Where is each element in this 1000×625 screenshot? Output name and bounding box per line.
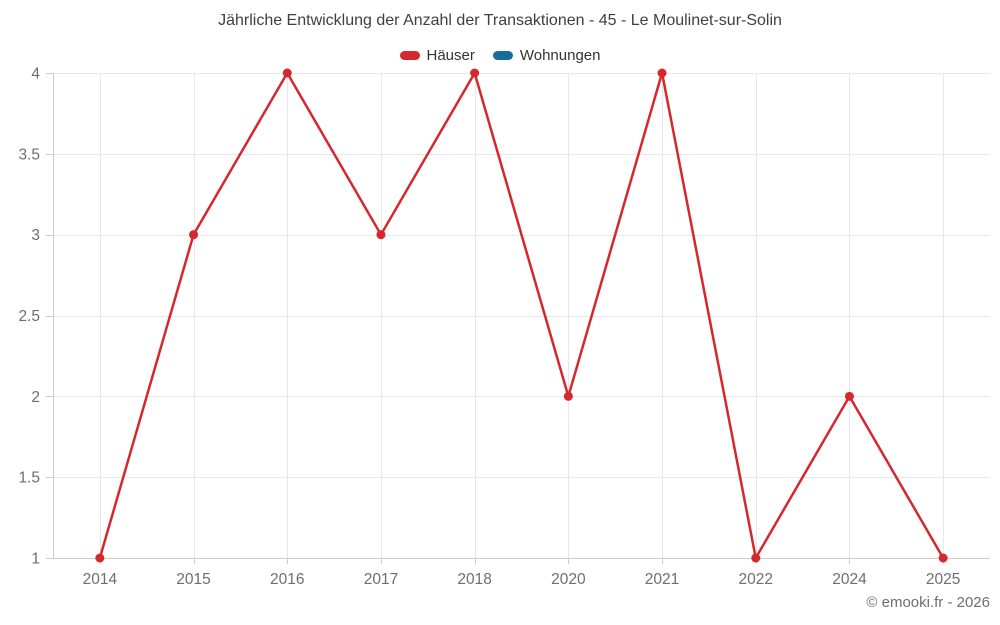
data-point-marker[interactable] [470,68,480,78]
data-point-marker[interactable] [282,68,292,78]
copyright: © emooki.fr - 2026 [866,594,990,611]
x-tick-label: 2018 [457,571,491,588]
legend-item-haeuser[interactable]: Häuser [399,47,475,64]
data-point-marker[interactable] [95,553,105,563]
data-point-marker[interactable] [376,230,386,240]
y-axis-labels: 1 1.5 2 2.5 3 3.5 4 [18,66,40,568]
data-point-marker[interactable] [189,230,199,240]
series-line [98,71,945,560]
data-point-marker[interactable] [563,391,573,401]
y-tick-label: 2 [31,389,40,406]
y-tick-label: 1 [31,551,40,568]
legend-swatch-haeuser [399,51,420,60]
y-tick-label: 3 [31,227,40,244]
series-häuser [95,68,948,563]
chart-title: Jährliche Entwicklung der Anzahl der Tra… [218,12,782,29]
data-point-marker[interactable] [938,553,948,563]
x-tick-label: 2016 [270,571,304,588]
legend-label-haeuser: Häuser [426,47,475,64]
legend-item-wohnungen[interactable]: Wohnungen [492,47,601,64]
legend-swatch-wohnungen [492,51,513,60]
y-tick-label: 2.5 [18,308,40,325]
x-tick-label: 2017 [364,571,398,588]
x-tick-label: 2014 [83,571,118,588]
x-tick-label: 2024 [832,571,867,588]
legend-label-wohnungen: Wohnungen [519,47,601,64]
data-point-marker[interactable] [751,553,761,563]
x-tick-label: 2020 [551,571,586,588]
x-tick-label: 2021 [645,571,679,588]
legend: Häuser Wohnungen [0,47,1000,64]
axes [46,73,990,564]
data-point-marker[interactable] [657,68,667,78]
x-tick-label: 2022 [739,571,773,588]
gridlines [53,73,990,559]
y-tick-label: 3.5 [18,146,40,163]
data-point-marker[interactable] [844,391,854,401]
x-tick-label: 2015 [176,571,210,588]
x-tick-label: 2025 [926,571,960,588]
y-tick-label: 4 [31,66,40,83]
x-axis-labels: 2014 2015 2016 2017 2018 2020 2021 2022 2024 2025 [83,571,961,588]
y-tick-label: 1.5 [18,470,40,487]
